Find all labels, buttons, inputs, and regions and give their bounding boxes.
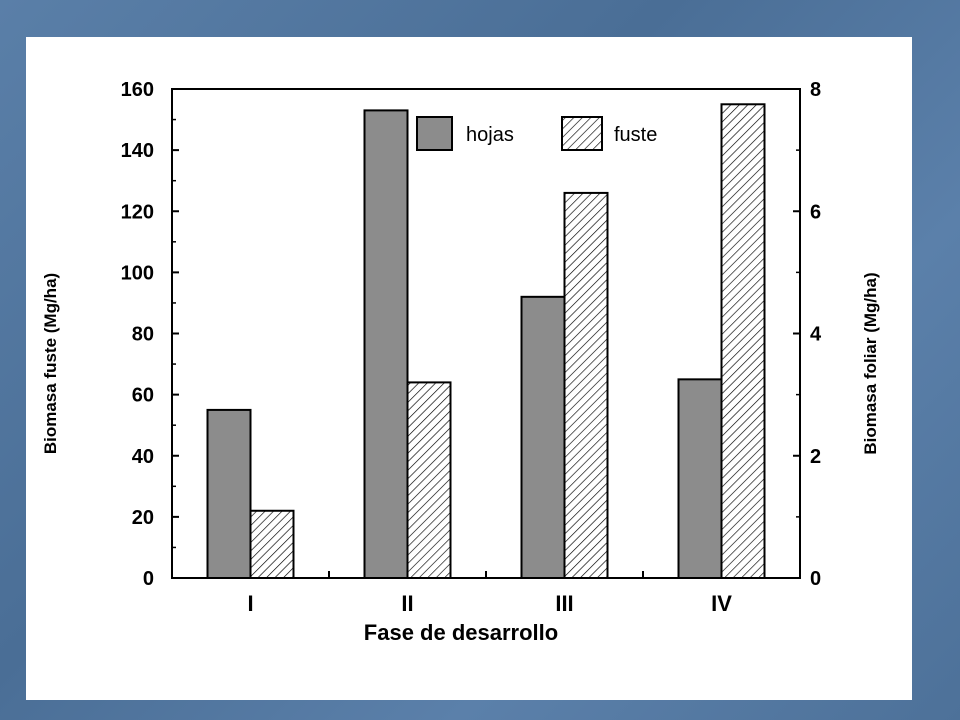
- bar-hojas-II: [363, 109, 409, 580]
- bar-fuste-III: [563, 191, 609, 579]
- x-tick-label: II: [401, 591, 413, 616]
- y-right-tick-label: 2: [810, 446, 821, 468]
- x-tick-label: IV: [711, 591, 732, 616]
- y-left-tick-label: 20: [132, 507, 154, 529]
- y-left-tick-label: 160: [121, 79, 154, 101]
- y-left-tick-label: 40: [132, 446, 154, 468]
- legend-swatch-hojas: [416, 116, 453, 151]
- bar-fuste-I: [249, 509, 295, 580]
- bar-hojas-I: [206, 408, 252, 579]
- y-left-tick-label: 80: [132, 324, 154, 346]
- y-left-tick-label: 120: [121, 201, 154, 223]
- x-axis-label: Fase de desarrollo: [364, 620, 558, 645]
- y-right-axis-label: Biomasa foliar (Mg/ha): [861, 272, 880, 454]
- y-left-axis-label: Biomasa fuste (Mg/ha): [41, 273, 60, 454]
- bar-hojas-IV: [677, 378, 723, 579]
- bar-fuste-IV: [720, 103, 766, 579]
- legend-label-hojas: hojas: [466, 124, 514, 146]
- y-right-tick-label: 4: [810, 324, 822, 346]
- legend-label-fuste: fuste: [614, 124, 657, 146]
- slide-panel: 0 20 40 60 80 100 120 140 160 0 2 4 6 8 I II III IV Fase d…: [26, 37, 912, 700]
- y-left-tick-label: 60: [132, 385, 154, 407]
- bar-hojas-III: [520, 295, 566, 579]
- x-tick-label: I: [247, 591, 253, 616]
- y-right-tick-label: 6: [810, 201, 821, 223]
- y-left-tick-label: 100: [121, 262, 154, 284]
- y-left-tick-label: 0: [143, 568, 154, 590]
- y-left-tick-label: 140: [121, 140, 154, 162]
- bar-fuste-II: [406, 381, 452, 579]
- y-right-tick-label: 0: [810, 568, 821, 590]
- x-tick-label: III: [555, 591, 573, 616]
- y-right-tick-label: 8: [810, 79, 821, 101]
- legend-swatch-fuste: [561, 116, 603, 151]
